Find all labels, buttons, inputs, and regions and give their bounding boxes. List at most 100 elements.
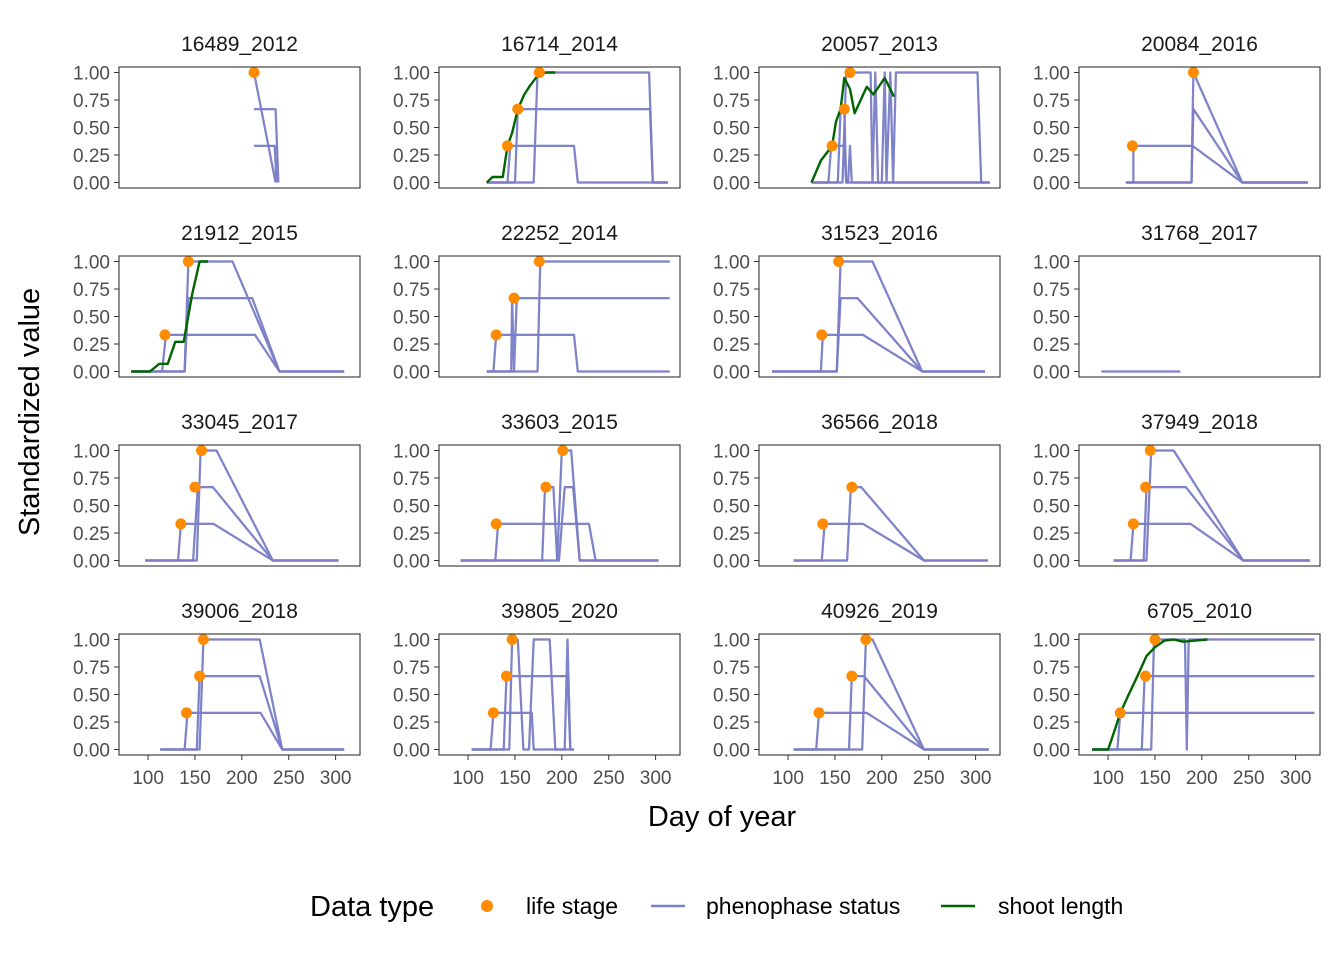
y-tick-label: 0.00 — [393, 363, 430, 384]
phenophase-status-overlay — [772, 260, 985, 373]
x-tick-label: 150 — [819, 768, 851, 789]
shoot-length-line — [131, 260, 209, 373]
panel-16714_2014: 16714_2014 0.00 0.25 0.50 0.75 1.00 — [393, 33, 681, 195]
x-tick-label: 150 — [1139, 768, 1171, 789]
panel-border — [118, 255, 361, 378]
life-stage-point — [860, 634, 872, 645]
y-tick-label: 0.25 — [713, 524, 750, 545]
y-tick-label: 1.00 — [713, 442, 750, 463]
panel-border — [758, 444, 1001, 567]
phenophase-status-overlay — [793, 674, 989, 751]
y-tick-label: 0.50 — [713, 686, 750, 707]
phenophase-status-overlay — [486, 297, 670, 373]
x-tick-label: 100 — [132, 768, 164, 789]
y-tick-label: 0.25 — [393, 335, 430, 356]
phenophase-status-line — [254, 144, 278, 183]
series-group — [160, 638, 345, 751]
life-stage-point — [506, 634, 518, 645]
life-stage-point — [1114, 707, 1126, 719]
y-tick-label: 0.25 — [73, 713, 110, 734]
phenophase-status-overlay — [471, 711, 572, 751]
series-group — [485, 71, 668, 184]
panel-6705_2010: 6705_2010 0.00 0.25 0.50 0.75 1.00 100 150 200 25… — [1033, 600, 1321, 789]
panel-title: 33603_2015 — [501, 411, 618, 434]
life-stage-point — [813, 707, 825, 719]
life-stage-point — [846, 481, 858, 493]
x-tick-label: 250 — [273, 768, 305, 789]
panel-21912_2015: 21912_2015 0.00 0.25 0.50 0.75 1.00 — [73, 222, 361, 384]
x-tick-label: 300 — [1280, 768, 1312, 789]
phenophase-status-overlay — [471, 674, 574, 751]
y-tick-label: 1.00 — [393, 631, 430, 652]
panel-border — [1078, 66, 1321, 189]
panel-title: 36566_2018 — [821, 411, 938, 434]
y-tick-label: 0.00 — [73, 174, 110, 195]
x-tick-label: 100 — [772, 768, 804, 789]
phenophase-status-overlay — [486, 333, 670, 373]
y-tick-label: 0.25 — [1033, 146, 1070, 167]
y-tick-label: 0.25 — [73, 524, 110, 545]
x-tick-label: 100 — [452, 768, 484, 789]
y-tick-label: 0.25 — [713, 713, 750, 734]
phenophase-status-line — [486, 71, 668, 184]
y-tick-label: 0.50 — [1033, 119, 1070, 140]
panel-title: 31768_2017 — [1141, 222, 1258, 245]
y-tick-label: 0.00 — [73, 741, 110, 762]
y-tick-label: 0.25 — [1033, 335, 1070, 356]
phenophase-status-line — [772, 260, 985, 373]
panel-16489_2012: 16489_2012 0.00 0.25 0.50 0.75 1.00 — [73, 33, 361, 195]
life-stage-point — [533, 67, 545, 78]
panel-border — [1078, 633, 1321, 756]
panel-title: 20084_2016 — [1141, 33, 1258, 56]
phenophase-status-overlay — [145, 486, 339, 562]
phenophase-status-overlay — [254, 144, 278, 183]
life-stage-point — [194, 670, 206, 682]
y-tick-label: 1.00 — [393, 253, 430, 274]
phenophase-status-line — [811, 71, 990, 184]
life-stage-point — [816, 329, 828, 341]
phenophase-status-line — [486, 260, 670, 373]
phenophase-status-overlay — [254, 107, 280, 183]
phenophase-status-overlay — [811, 144, 990, 184]
life-stage-point — [1140, 481, 1152, 493]
panel-31768_2017: 31768_2017 0.00 0.25 0.50 0.75 1.00 — [1033, 222, 1321, 384]
life-stage-point — [508, 292, 520, 304]
x-tick-label: 100 — [1092, 768, 1124, 789]
y-tick-label: 0.75 — [1033, 280, 1070, 301]
y-tick-label: 0.75 — [73, 91, 110, 112]
life-stage-point — [533, 256, 545, 267]
life-stage-point — [248, 67, 260, 78]
phenophase-status-line — [145, 449, 339, 562]
y-tick-label: 0.25 — [713, 146, 750, 167]
x-tick-label: 250 — [1233, 768, 1265, 789]
panel-title: 40926_2019 — [821, 600, 938, 623]
panel-grid: 16489_20120.000.250.500.751.0016714_2014… — [73, 33, 1321, 789]
life-stage-point — [1140, 670, 1152, 682]
y-tick-label: 0.75 — [73, 658, 110, 679]
y-tick-label: 0.75 — [1033, 469, 1070, 490]
y-tick-label: 1.00 — [1033, 253, 1070, 274]
panel-33603_2015: 33603_2015 0.00 0.25 0.50 0.75 1.00 — [393, 411, 681, 573]
panel-37949_2018: 37949_2018 0.00 0.25 0.50 0.75 1.00 — [1033, 411, 1321, 573]
y-tick-label: 0.25 — [393, 524, 430, 545]
series-group — [145, 449, 339, 562]
phenophase-status-overlay — [486, 144, 668, 184]
phenophase-status-line — [1092, 638, 1315, 751]
y-tick-label: 1.00 — [393, 442, 430, 463]
phenophase-status-overlay — [131, 333, 345, 373]
y-tick-label: 0.50 — [73, 119, 110, 140]
life-stage-point — [196, 445, 208, 456]
y-tick-label: 0.50 — [393, 686, 430, 707]
phenophase-status-overlay — [486, 71, 668, 184]
panel-border — [118, 66, 361, 189]
panel-border — [758, 66, 1001, 189]
life-stage-point — [557, 445, 569, 456]
legend: Data type life stage phenophase status sho… — [310, 891, 1123, 923]
panel-36566_2018: 36566_2018 0.00 0.25 0.50 0.75 1.00 — [713, 411, 1001, 573]
y-tick-label: 0.50 — [73, 686, 110, 707]
phenophase-status-overlay — [486, 107, 668, 184]
y-tick-label: 0.25 — [713, 335, 750, 356]
y-tick-label: 1.00 — [73, 253, 110, 274]
phenophase-status-overlay — [772, 333, 985, 373]
